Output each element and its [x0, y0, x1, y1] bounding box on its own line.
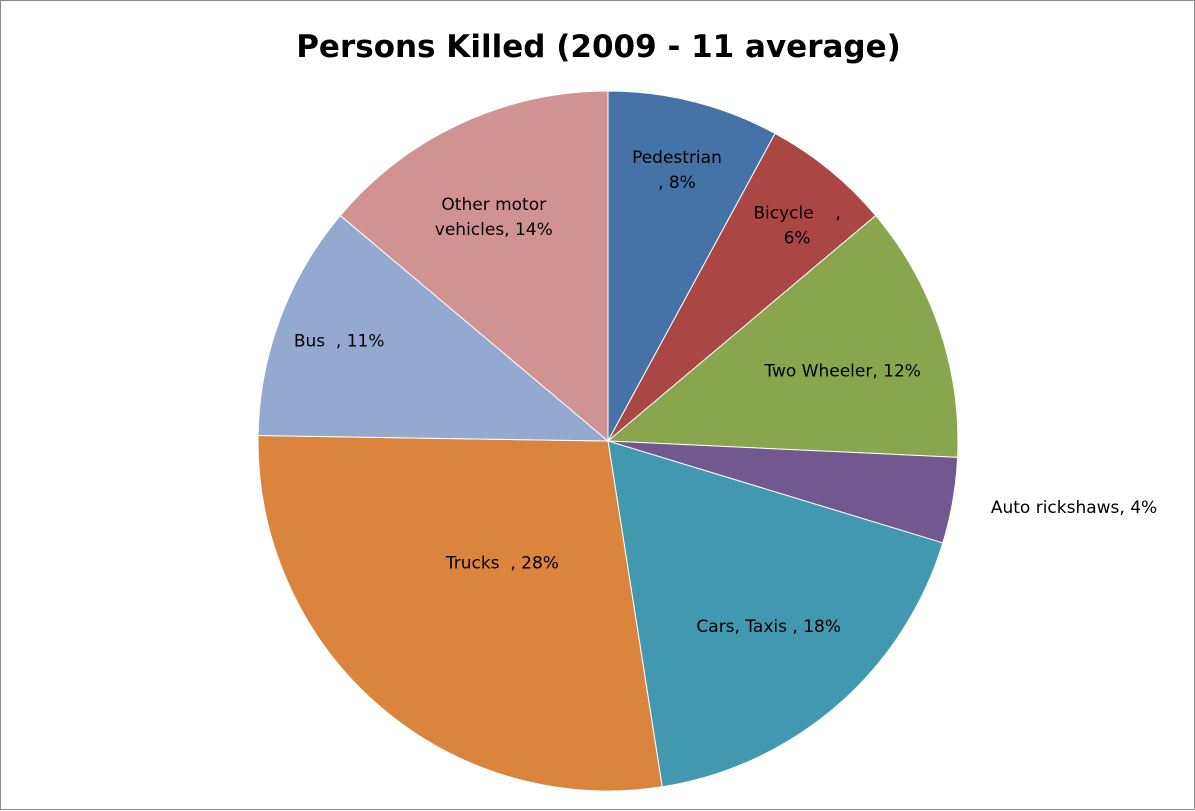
pie-slice-bus [257, 214, 610, 442]
slice-label-cars-taxis: Cars, Taxis , 18% [696, 617, 841, 637]
slice-label-pedestrian: Pedestrian, 8% [632, 148, 722, 193]
slice-label-bicycle: Bicycle , 6% [753, 204, 840, 249]
pie-slice-pedestrian [607, 90, 776, 442]
pie-slice-trucks [257, 435, 663, 792]
slice-label-auto-rickshaws: Auto rickshaws, 4% [991, 498, 1157, 518]
pie-slice-cars-taxis [607, 440, 944, 788]
slice-label-trucks: Trucks , 28% [445, 554, 559, 574]
slice-label-other-motor-vehicles: Other motor vehicles, 14% [435, 195, 553, 240]
pie-slice-two-wheeler [606, 214, 959, 458]
slice-label-bus: Bus , 11% [294, 332, 385, 352]
pie-slice-other-motor-vehicles [339, 90, 609, 443]
slice-label-two-wheeler: Two Wheeler, 12% [763, 362, 921, 382]
pie-slice-bicycle [607, 132, 877, 442]
chart-title: Persons Killed (2009 - 11 average) [296, 29, 901, 65]
